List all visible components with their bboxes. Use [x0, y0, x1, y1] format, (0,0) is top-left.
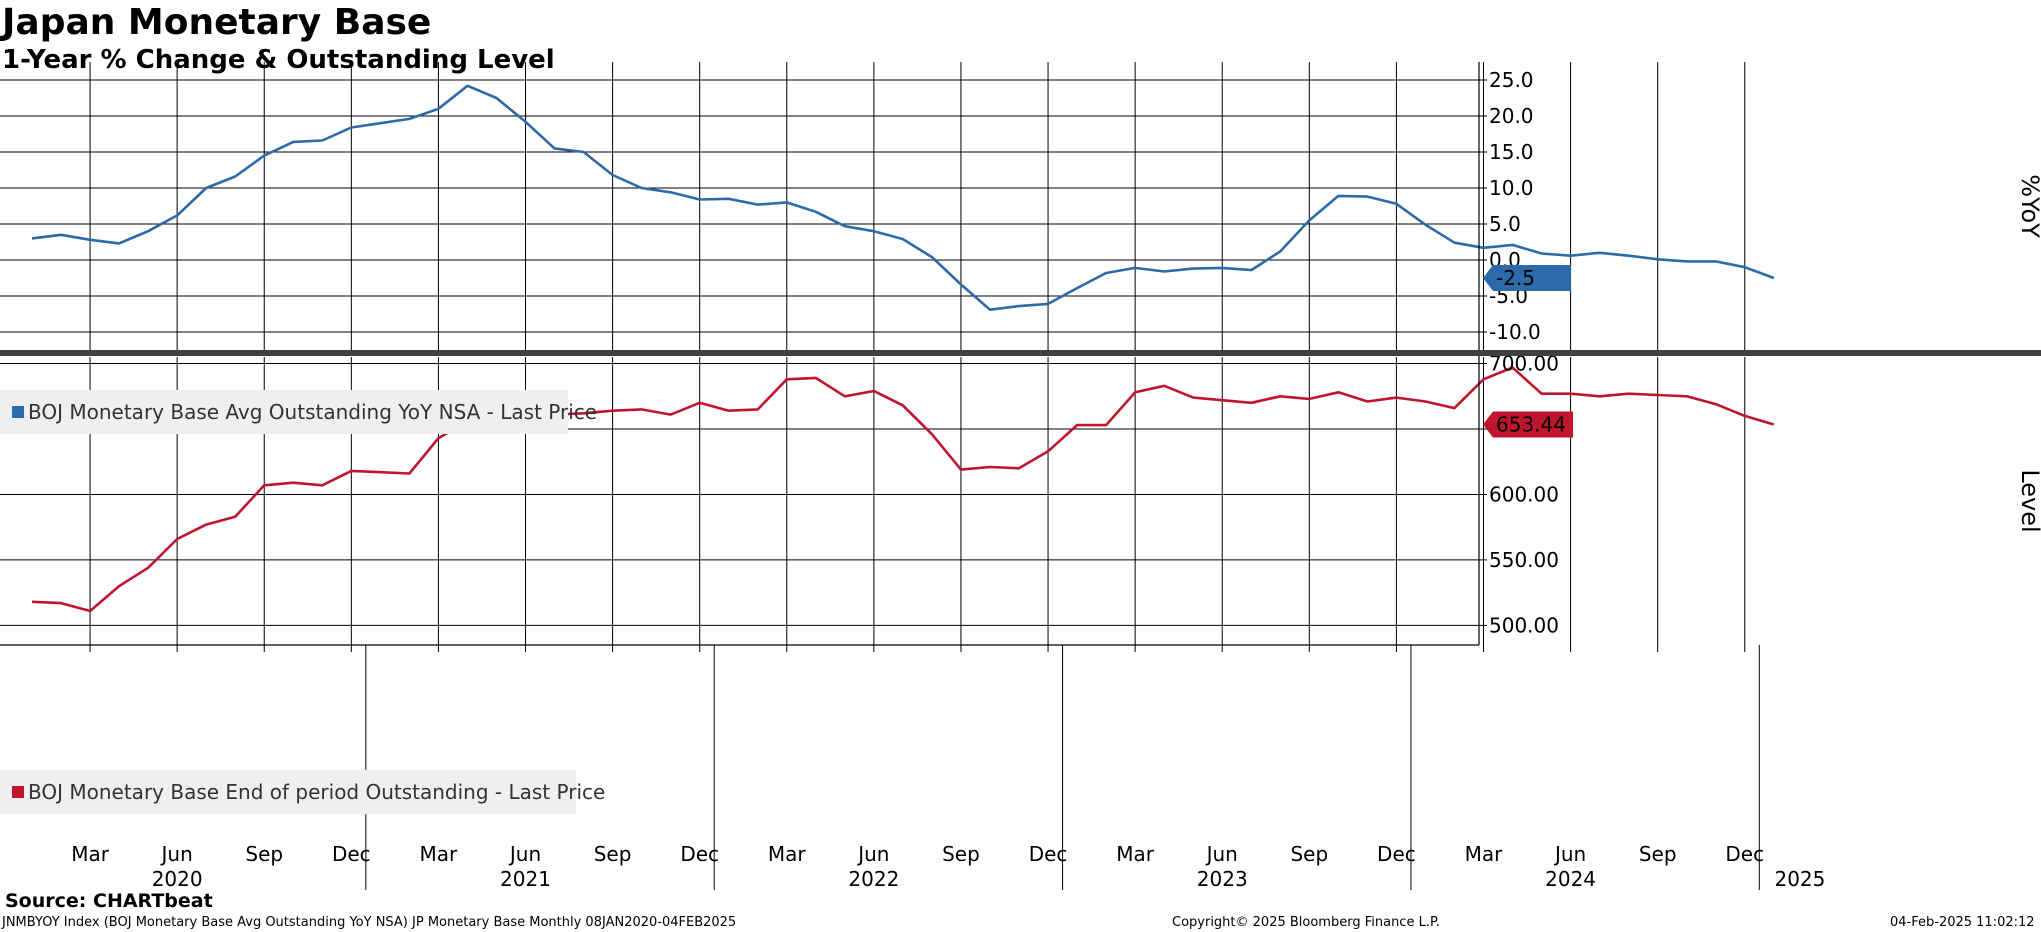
x-month-label: Sep	[245, 842, 283, 866]
panel-divider	[0, 350, 2041, 356]
x-month-label: Mar	[71, 842, 110, 866]
level-legend-label: BOJ Monetary Base End of period Outstand…	[28, 780, 605, 804]
x-month-label: Dec	[1725, 842, 1764, 866]
x-month-label: Mar	[420, 842, 459, 866]
x-month-label: Dec	[1029, 842, 1068, 866]
x-year-label: 2025	[1774, 867, 1825, 891]
x-month-label: Sep	[942, 842, 980, 866]
x-month-label: Mar	[768, 842, 807, 866]
x-year-label: 2024	[1545, 867, 1596, 891]
x-month-label: Sep	[1639, 842, 1677, 866]
x-month-label: Dec	[1377, 842, 1416, 866]
level-last-value-tag	[1483, 411, 1573, 438]
x-month-label: Mar	[1116, 842, 1155, 866]
yoy-legend-box	[0, 390, 568, 434]
x-month-label: Jun	[160, 842, 193, 866]
x-year-label: 2021	[500, 867, 551, 891]
source-label: Source: CHARTbeat	[5, 890, 213, 912]
axis-layer: 25.020.015.010.05.00.0-5.0-10.0700.00650…	[0, 62, 2041, 891]
x-month-label: Jun	[1553, 842, 1586, 866]
copyright: Copyright© 2025 Bloomberg Finance L.P.	[1172, 915, 1440, 930]
x-month-label: Dec	[332, 842, 371, 866]
x-month-label: Sep	[594, 842, 632, 866]
x-year-label: 2022	[848, 867, 899, 891]
legend-layer: BOJ Monetary Base Avg Outstanding YoY NS…	[0, 390, 605, 814]
y-tick-label: 550.00	[1489, 548, 1559, 572]
level-series-line	[31, 366, 1775, 613]
chart-subtitle: 1-Year % Change & Outstanding Level	[2, 45, 555, 75]
y-tick-label: 600.00	[1489, 482, 1559, 506]
x-month-label: Sep	[1290, 842, 1328, 866]
x-month-label: Mar	[1465, 842, 1504, 866]
x-month-label: Jun	[1205, 842, 1238, 866]
yoy-last-value-label: -2.5	[1496, 266, 1535, 290]
x-year-label: 2020	[152, 867, 203, 891]
timestamp: 04-Feb-2025 11:02:12	[1890, 915, 2035, 930]
y-tick-label: 15.0	[1489, 140, 1534, 164]
yoy-legend-label: BOJ Monetary Base Avg Outstanding YoY NS…	[28, 400, 597, 424]
level-legend-box	[0, 770, 576, 814]
y-tick-label: 500.00	[1489, 613, 1559, 637]
y-tick-label: 25.0	[1489, 68, 1534, 92]
index-info: JNMBYOY Index (BOJ Monetary Base Avg Out…	[2, 915, 737, 930]
yoy-last-value-tag	[1483, 265, 1571, 291]
yoy-series-line	[31, 84, 1775, 312]
y-tick-label: 10.0	[1489, 176, 1534, 200]
x-month-label: Jun	[508, 842, 541, 866]
level-legend-swatch	[12, 786, 24, 798]
level-axis-title: Level	[2016, 469, 2041, 532]
y-tick-label: 5.0	[1489, 212, 1521, 236]
level-last-value-label: 653.44	[1496, 412, 1566, 436]
yoy-axis-title: %YoY	[2016, 174, 2041, 238]
yoy-legend-swatch	[12, 406, 24, 418]
x-month-label: Jun	[856, 842, 889, 866]
series-layer	[31, 84, 1775, 613]
chart-title: Japan Monetary Base	[2, 2, 432, 43]
y-tick-label: -10.0	[1489, 320, 1541, 344]
x-year-label: 2023	[1197, 867, 1248, 891]
y-tick-label: 20.0	[1489, 104, 1534, 128]
x-month-label: Dec	[680, 842, 719, 866]
